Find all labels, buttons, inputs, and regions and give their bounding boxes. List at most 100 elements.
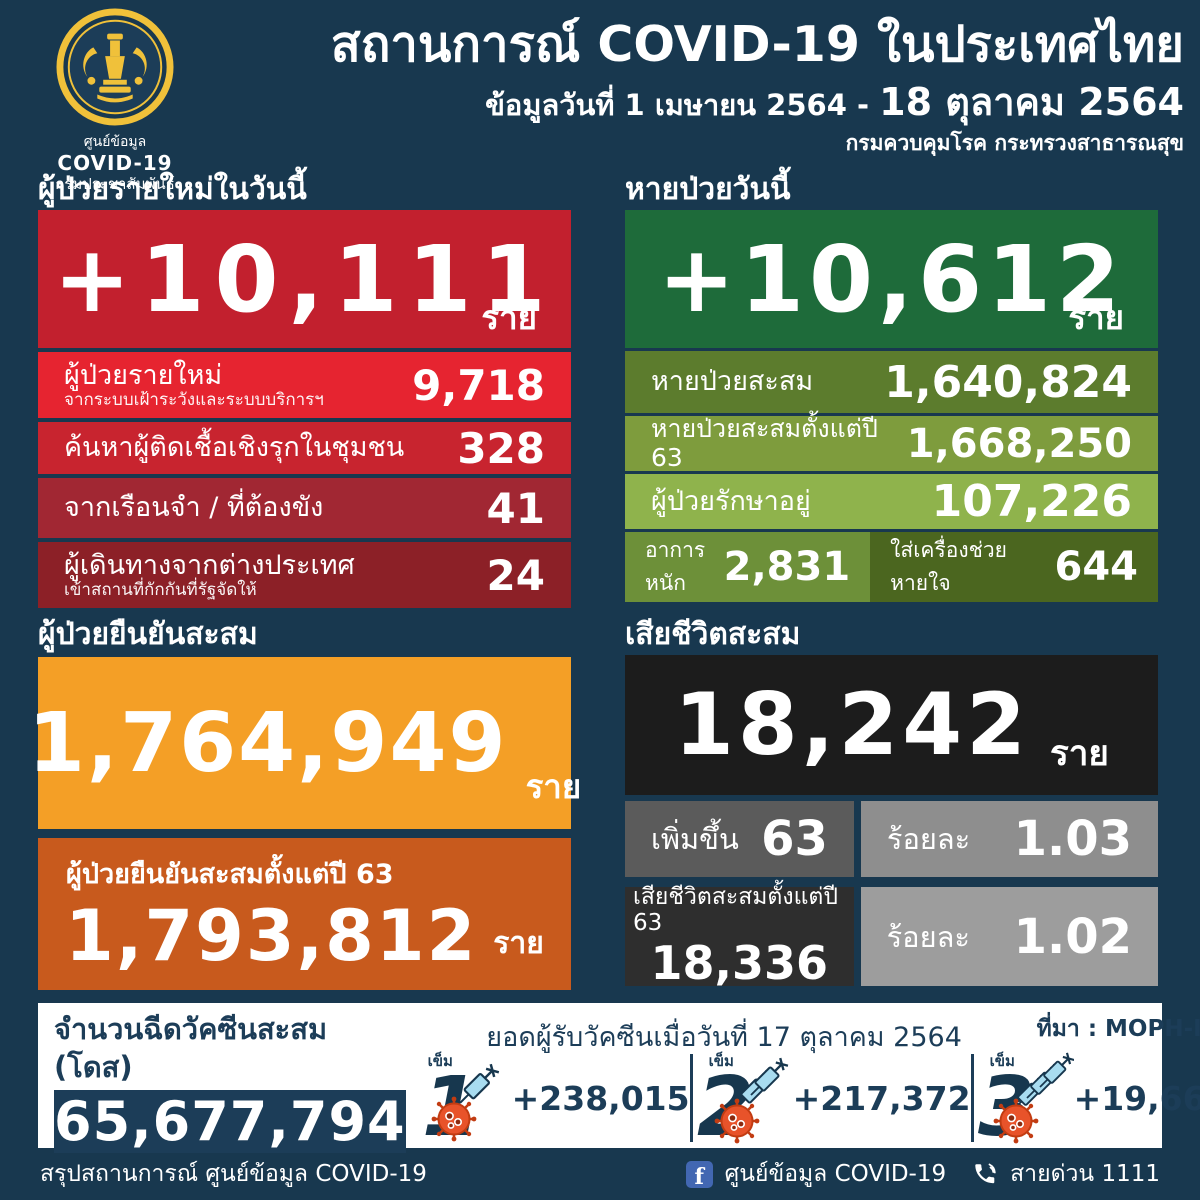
vaccine-doses-block: ยอดผู้รับวัคซีนเมื่อวันที่ 17 ตุลาคม 256… — [406, 1011, 1200, 1155]
new-cases-unit: ราย — [481, 298, 537, 337]
deaths-rate-today-label: ร้อยละ — [886, 822, 971, 856]
dose-3-icon: เข็ม 3 — [974, 1051, 1076, 1155]
row-value: 328 — [457, 423, 545, 473]
recovered-row-since63: หายป่วยสะสมตั้งแต่ปี 63 1,668,250 — [625, 413, 1158, 472]
recovered-row-in-treatment: ผู้ป่วยรักษาอยู่ 107,226 — [625, 474, 1158, 529]
new-cases-row-proactive: ค้นหาผู้ติดเชื้อเชิงรุกในชุมชน 328 — [38, 422, 571, 474]
vaccine-source: ที่มา : MOPH-IC — [1036, 1016, 1200, 1042]
dose-1-group: เข็ม 1 +238,015 — [412, 1051, 690, 1155]
new-cases-hero: +10,111 ราย — [38, 210, 571, 348]
cumulative-hero: 1,764,949 ราย — [28, 657, 581, 829]
row-label: ผู้เดินทางจากต่างประเทศ — [64, 549, 355, 581]
row-sublabel: เข้าสถานที่กักกันที่รัฐจัดให้ — [64, 579, 257, 600]
footer-summary-text: สรุปสถานการณ์ ศูนย์ข้อมูล COVID-19 — [40, 1161, 427, 1187]
deaths-rate-today-cell: ร้อยละ 1.03 — [860, 801, 1158, 877]
ventilator-label: ใส่เครื่องช่วยหายใจ — [890, 538, 1007, 595]
prd-logo-block: ศูนย์ข้อมูล COVID-19 กรมประชาสัมพันธ์ — [36, 8, 194, 193]
dose-2-group: เข็ม 2 +217,372 — [693, 1051, 971, 1155]
new-cases-section: ผู้ป่วยรายใหม่ในวันนี้ +10,111 ราย ผู้ป่… — [38, 170, 571, 615]
row-value: 107,226 — [931, 476, 1132, 527]
dose-2-needle-label: เข็ม — [708, 1052, 734, 1070]
deaths-increase-label: เพิ่มขึ้น — [651, 822, 739, 856]
footer: สรุปสถานการณ์ ศูนย์ข้อมูล COVID-19 f ศูน… — [0, 1148, 1200, 1200]
department-name: กรมควบคุมโรค กระทรวงสาธารณสุข — [845, 130, 1184, 155]
vaccine-panel: จำนวนฉีดวัคซีนสะสม (โดส) 65,677,794 ยอดผ… — [38, 1003, 1200, 1155]
new-cases-row-prison: จากเรือนจำ / ที่ต้องขัง 41 — [38, 478, 571, 538]
recovered-unit: ราย — [1068, 298, 1124, 337]
deaths-rate-since63-value: 1.02 — [1013, 908, 1132, 965]
recovered-hero: +10,612 ราย — [625, 210, 1158, 348]
dose-1-needle-label: เข็ม — [427, 1052, 453, 1070]
row-label: ค้นหาผู้ติดเชื้อเชิงรุกในชุมชน — [64, 432, 405, 464]
row-label: หายป่วยสะสม — [651, 366, 814, 398]
ventilator-value: 644 — [1054, 544, 1138, 590]
cumulative-section: ผู้ป่วยยืนยันสะสม 1,764,949 ราย ผู้ป่วยย… — [28, 615, 581, 990]
deaths-unit: ราย — [1049, 734, 1109, 774]
cumulative-title: ผู้ป่วยยืนยันสะสม — [38, 617, 258, 652]
logo-line-1: ศูนย์ข้อมูล — [83, 134, 147, 151]
phone-hotline-icon — [975, 1163, 996, 1184]
deaths-section: เสียชีวิตสะสม 18,242 ราย เพิ่มขึ้น 63 ร้… — [625, 615, 1158, 989]
row-value: 1,668,250 — [906, 420, 1132, 467]
vaccine-total-label: จำนวนฉีดวัคซีนสะสม (โดส) — [54, 1012, 328, 1084]
header-title-block: สถานการณ์ COVID-19 ในประเทศไทย ข้อมูลวัน… — [331, 14, 1184, 156]
dose-2-value: +217,372 — [792, 1078, 971, 1118]
recovered-section: หายป่วยวันนี้ +10,612 ราย หายป่วยสะสม 1,… — [625, 170, 1158, 615]
deaths-rate-since63-label: ร้อยละ — [886, 919, 970, 954]
date-range-end: 18 ตุลาคม 2564 — [879, 80, 1184, 125]
logo-line-3: กรมประชาสัมพันธ์ — [55, 174, 175, 193]
facebook-icon: f — [685, 1160, 713, 1188]
dose-3-group: เข็ม 3 +19,666 — [974, 1051, 1200, 1155]
row-sublabel: จากระบบเฝ้าระวังและระบบบริการฯ — [64, 389, 324, 410]
dose-3-value: +19,666 — [1073, 1078, 1200, 1118]
page-title: สถานการณ์ COVID-19 ในประเทศไทย — [330, 16, 1184, 73]
cumulative-since63-box: ผู้ป่วยยืนยันสะสมตั้งแต่ปี 63 1,793,812 … — [38, 838, 571, 990]
new-cases-row-abroad: ผู้เดินทางจากต่างประเทศ เข้าสถานที่กักกั… — [38, 542, 571, 608]
dose-divider — [970, 1054, 974, 1142]
row-label: หายป่วยสะสมตั้งแต่ปี 63 — [651, 413, 878, 472]
dose-1-value: +238,015 — [511, 1078, 690, 1118]
deaths-since63-value: 18,336 — [650, 935, 829, 990]
cumulative-since63-label: ผู้ป่วยยืนยันสะสมตั้งแต่ปี 63 — [66, 859, 394, 890]
recovered-total: +10,612 — [657, 225, 1126, 333]
logo-line-2: COVID-19 — [57, 150, 173, 175]
severe-cases-cell: อาการหนัก 2,831 — [625, 532, 871, 602]
dose-1-icon: เข็ม 1 — [412, 1051, 512, 1155]
deaths-rate-today-value: 1.03 — [1013, 811, 1132, 867]
cumulative-total: 1,764,949 — [27, 695, 508, 791]
deaths-since63-label: เสียชีวิตสะสมตั้งแต่ปี 63 — [633, 883, 838, 937]
row-label: ผู้ป่วยรายใหม่ — [64, 359, 223, 391]
date-range: ข้อมูลวันที่ 1 เมษายน 2564 - 18 ตุลาคม 2… — [331, 79, 1184, 127]
dose-divider — [689, 1054, 693, 1142]
severe-label: อาการหนัก — [645, 538, 706, 595]
deaths-increase-cell: เพิ่มขึ้น 63 — [625, 801, 854, 877]
cumulative-unit: ราย — [525, 767, 582, 806]
facebook-page-name: ศูนย์ข้อมูล COVID-19 — [724, 1161, 947, 1187]
deaths-total: 18,242 — [674, 675, 1030, 775]
deaths-title: เสียชีวิตสะสม — [625, 617, 801, 652]
dose-3-needle-label: เข็ม — [989, 1052, 1015, 1070]
cumulative-since63-unit: ราย — [493, 926, 544, 961]
vaccine-total-block: จำนวนฉีดวัคซีนสะสม (โดส) 65,677,794 — [54, 1011, 406, 1154]
recovered-row-cumulative: หายป่วยสะสม 1,640,824 — [625, 351, 1158, 413]
new-cases-title: ผู้ป่วยรายใหม่ในวันนี้ — [38, 172, 307, 207]
vaccine-total-value: 65,677,794 — [54, 1090, 406, 1154]
row-value: 9,718 — [412, 360, 545, 410]
vaccine-date-note: ยอดผู้รับวัคซีนเมื่อวันที่ 17 ตุลาคม 256… — [486, 1022, 962, 1053]
row-label: ผู้ป่วยรักษาอยู่ — [651, 485, 811, 517]
deaths-hero: 18,242 ราย — [625, 655, 1158, 795]
date-range-prefix: ข้อมูลวันที่ 1 เมษายน 2564 - — [485, 88, 880, 123]
row-value: 24 — [486, 550, 545, 600]
row-label: จากเรือนจำ / ที่ต้องขัง — [64, 492, 324, 524]
deaths-since63-cell: เสียชีวิตสะสมตั้งแต่ปี 63 18,336 — [625, 883, 854, 989]
deaths-increase-value: 63 — [761, 811, 828, 867]
severe-value: 2,831 — [723, 544, 851, 590]
row-value: 41 — [486, 483, 545, 533]
prd-emblem-icon — [56, 8, 174, 126]
cumulative-since63-total: 1,793,812 — [65, 895, 478, 977]
ventilator-cell: ใส่เครื่องช่วยหายใจ 644 — [870, 532, 1158, 602]
recovered-title: หายป่วยวันนี้ — [625, 172, 791, 207]
dose-2-icon: เข็ม 2 — [693, 1051, 793, 1155]
new-cases-total: +10,111 — [53, 225, 556, 333]
row-value: 1,640,824 — [884, 356, 1132, 408]
